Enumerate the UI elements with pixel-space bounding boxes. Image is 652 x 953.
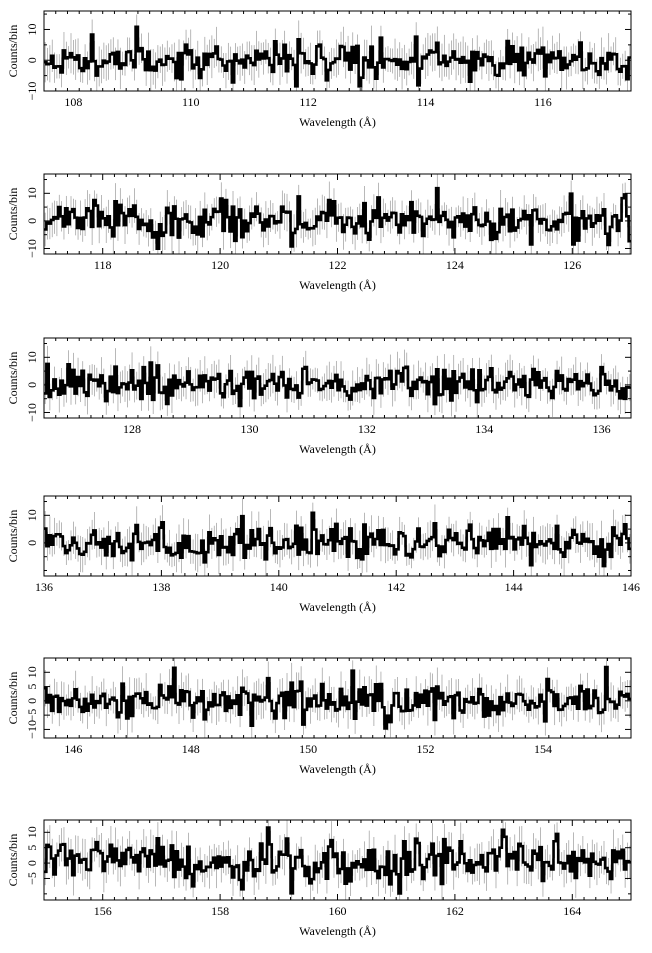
y-axis-label: Counts/bin [6, 672, 20, 725]
y-tick-label: 10 [25, 351, 39, 363]
y-axis-label: Counts/bin [6, 510, 20, 563]
x-tick-label: 128 [123, 422, 141, 436]
chart-panel-3: 128 130 132 134 136 −10 0 10 Wavelength (Å) Count… [6, 337, 632, 456]
x-tick-label: 110 [182, 95, 200, 109]
spectrum-line [44, 361, 631, 408]
y-tick-label: −5 [25, 872, 39, 885]
chart-panel-5: 146 148 150 152 154 −10−5 0 5 10 Wavelength (Å) Co… [6, 657, 632, 776]
x-tick-label: 134 [475, 422, 493, 436]
spectrum-line [44, 826, 631, 895]
x-tick-label: 122 [329, 258, 347, 272]
x-tick-label: 130 [240, 422, 258, 436]
spectrum-line [44, 665, 631, 730]
x-tick-label: 158 [211, 904, 229, 918]
y-tick-label: 0 [25, 860, 39, 866]
y-tick-label: −10 [25, 82, 39, 101]
x-tick-label: 150 [299, 742, 317, 756]
y-axis-label: Counts/bin [6, 25, 20, 78]
x-tick-label: 124 [446, 258, 464, 272]
spectrum-line [44, 25, 631, 88]
y-tick-label: 10 [25, 666, 39, 678]
y-tick-label: 10 [25, 187, 39, 199]
x-tick-label: 152 [417, 742, 435, 756]
x-tick-label: 156 [94, 904, 112, 918]
x-tick-label: 116 [534, 95, 552, 109]
x-axis-label: Wavelength (Å) [299, 115, 376, 129]
spectrum-line [44, 186, 631, 251]
x-tick-label: 146 [622, 580, 640, 594]
y-tick-label: 10 [25, 509, 39, 521]
x-tick-label: 112 [299, 95, 317, 109]
spectrum-line [44, 511, 631, 568]
y-tick-label: 0 [25, 57, 39, 63]
y-tick-label: 0 [25, 540, 39, 546]
x-tick-label: 136 [35, 580, 53, 594]
x-tick-label: 120 [211, 258, 229, 272]
y-tick-label: −10 [25, 720, 39, 739]
y-tick-label: 5 [25, 684, 39, 690]
y-tick-label: 0 [25, 218, 39, 224]
chart-panel-1: 108 110 112 114 116 −10 0 10 Wavelength (Å) Count… [6, 10, 632, 129]
x-tick-label: 160 [329, 904, 347, 918]
y-axis-label: Counts/bin [6, 834, 20, 887]
x-tick-label: 140 [270, 580, 288, 594]
y-tick-label: 0 [25, 382, 39, 388]
chart-panel-2: 118 120 122 124 126 −10 0 10 Wavelength (Å) Count… [6, 173, 632, 292]
x-tick-label: 114 [417, 95, 435, 109]
y-tick-label: −10 [25, 403, 39, 422]
chart-panel-4: 136 138 140 142 144 146 0 10 Wavelength (Å) Count… [6, 495, 640, 614]
x-axis-label: Wavelength (Å) [299, 600, 376, 614]
x-tick-label: 162 [446, 904, 464, 918]
x-tick-label: 138 [152, 580, 170, 594]
x-tick-label: 136 [593, 422, 611, 436]
x-tick-label: 108 [64, 95, 82, 109]
y-axis-label: Counts/bin [6, 352, 20, 405]
x-tick-label: 154 [534, 742, 552, 756]
chart-panel-6: 156 158 160 162 164 −5 0 5 10 Wavelength (Å) Count… [6, 819, 632, 938]
x-axis-label: Wavelength (Å) [299, 442, 376, 456]
y-tick-label: 5 [25, 845, 39, 851]
x-axis-label: Wavelength (Å) [299, 762, 376, 776]
x-tick-label: 146 [64, 742, 82, 756]
x-tick-label: 142 [387, 580, 405, 594]
x-tick-label: 148 [182, 742, 200, 756]
x-tick-label: 126 [563, 258, 581, 272]
y-tick-label: 0 [25, 698, 39, 704]
x-axis-label: Wavelength (Å) [299, 278, 376, 292]
y-tick-label: −5 [25, 709, 39, 722]
x-tick-label: 164 [563, 904, 581, 918]
x-tick-label: 132 [358, 422, 376, 436]
x-tick-label: 118 [94, 258, 112, 272]
x-axis-label: Wavelength (Å) [299, 924, 376, 938]
y-tick-label: 10 [25, 826, 39, 838]
y-tick-label: −10 [25, 239, 39, 258]
x-tick-label: 144 [505, 580, 523, 594]
y-axis-label: Counts/bin [6, 188, 20, 241]
y-tick-label: 10 [25, 23, 39, 35]
